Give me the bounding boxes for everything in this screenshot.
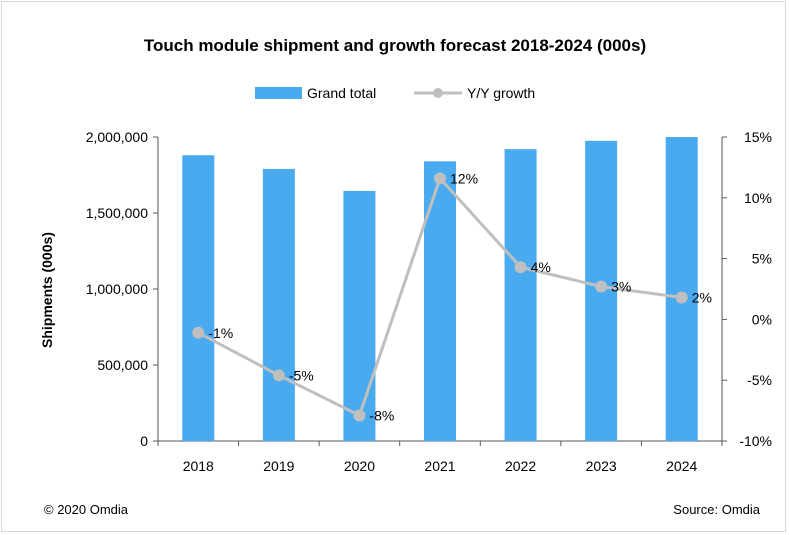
x-tick-label: 2020 xyxy=(344,458,375,474)
y2-tick-label: 5% xyxy=(752,251,772,267)
y2-tick-label: -10% xyxy=(739,433,772,449)
x-tick-label: 2021 xyxy=(424,458,455,474)
y-tick-label: 2,000,000 xyxy=(86,129,148,145)
x-tick-label: 2022 xyxy=(505,458,536,474)
bar-grand-total xyxy=(343,190,376,441)
point-yy-growth xyxy=(434,172,446,185)
chart-title: Touch module shipment and growth forecas… xyxy=(144,36,646,55)
y2-tick-label: 10% xyxy=(744,190,772,206)
legend: Grand total Y/Y growth xyxy=(255,85,535,101)
bar-grand-total xyxy=(504,149,537,441)
y-tick-label: 0 xyxy=(140,433,148,449)
legend-label-grand-total: Grand total xyxy=(307,85,376,101)
point-yy-growth xyxy=(675,291,688,304)
bar-grand-total xyxy=(182,155,215,442)
y2-tick-label: -5% xyxy=(747,372,772,388)
x-tick-label: 2023 xyxy=(586,458,617,474)
x-tick-label: 2024 xyxy=(666,458,697,474)
data-label-yy-growth: -8% xyxy=(369,407,394,423)
bar-grand-total xyxy=(665,137,698,441)
y-axis-title: Shipments (000s) xyxy=(39,232,55,348)
point-yy-growth xyxy=(595,280,608,293)
bar-grand-total xyxy=(424,161,456,441)
copyright-text: © 2020 Omdia xyxy=(44,502,129,517)
data-label-yy-growth: 12% xyxy=(450,170,478,186)
x-tick-label: 2018 xyxy=(183,458,214,474)
point-yy-growth xyxy=(192,326,205,339)
source-text: Source: Omdia xyxy=(673,502,760,517)
y2-tick-label: 15% xyxy=(744,129,772,145)
bar-grand-total xyxy=(262,168,295,442)
x-tick-label: 2019 xyxy=(263,458,294,474)
point-yy-growth xyxy=(353,409,366,422)
legend-label-yy-growth: Y/Y growth xyxy=(467,85,535,101)
data-label-yy-growth: 3% xyxy=(611,279,631,295)
y-tick-label: 500,000 xyxy=(97,357,148,373)
data-label-yy-growth: -1% xyxy=(208,325,233,341)
y2-tick-label: 0% xyxy=(752,311,772,327)
data-label-yy-growth: 4% xyxy=(531,259,551,275)
point-yy-growth xyxy=(272,369,285,382)
plot-area: 0 500,000 1,000,000 1,500,000 2,000,000 -10% -… xyxy=(86,129,772,474)
point-yy-growth xyxy=(514,261,527,274)
data-label-yy-growth: 2% xyxy=(692,290,712,306)
legend-marker-yy-growth xyxy=(433,88,443,98)
y-tick-label: 1,000,000 xyxy=(86,281,148,297)
y-tick-label: 1,500,000 xyxy=(86,205,148,221)
data-label-yy-growth: -5% xyxy=(289,367,314,383)
legend-swatch-grand-total xyxy=(255,87,302,99)
